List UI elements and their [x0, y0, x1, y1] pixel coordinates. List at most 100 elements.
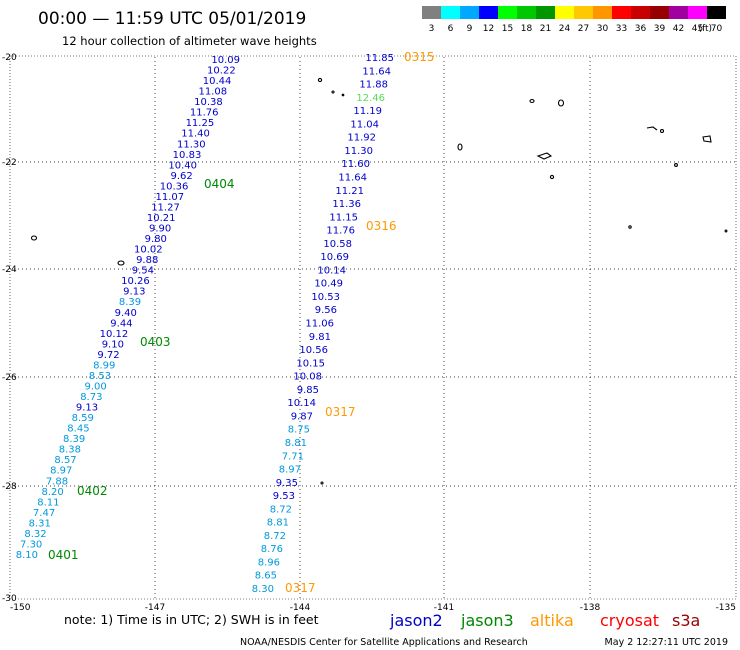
lat-label: -30	[2, 594, 17, 604]
island	[30, 235, 38, 241]
wave-height-label: 7.88	[46, 476, 68, 487]
island	[341, 93, 345, 97]
lat-label: -20	[2, 53, 17, 63]
wave-height-label: 11.04	[350, 119, 379, 130]
wave-height-label: 9.90	[149, 224, 171, 235]
wave-height-label: 8.76	[261, 544, 283, 555]
wave-height-label: 8.59	[72, 413, 94, 424]
wave-height-label: 8.38	[59, 445, 81, 456]
legend-swatch	[555, 6, 574, 19]
wave-height-label: 8.81	[285, 438, 307, 449]
lon-label: -147	[145, 603, 165, 613]
wave-height-label: 8.72	[270, 504, 292, 515]
wave-height-label: 9.53	[273, 491, 295, 502]
wave-height-label: 11.08	[198, 87, 227, 98]
wave-height-label: 8.97	[279, 465, 301, 476]
footer-note: note: 1) Time is in UTC; 2) SWH is in fe…	[64, 612, 319, 627]
legend-label: 12	[483, 24, 494, 34]
footer-timestamp: May 2 12:27:11 UTC 2019	[605, 637, 728, 648]
wave-height-label: 7.47	[33, 508, 55, 519]
legend-label: 45	[692, 24, 703, 34]
legend-swatch	[574, 6, 593, 19]
legend-label: 6	[448, 24, 454, 34]
islands	[30, 77, 728, 485]
wave-height-label: 8.39	[119, 297, 141, 308]
legend-swatch	[688, 6, 707, 19]
satellite-legend-item: jason3	[460, 611, 514, 630]
lon-label: -138	[580, 603, 601, 613]
wave-height-label: 8.97	[50, 466, 72, 477]
wave-height-label: 8.72	[264, 531, 286, 542]
legend-swatch	[498, 6, 517, 19]
island	[628, 225, 632, 229]
wave-height-label: 8.20	[42, 487, 64, 498]
wave-height-label: 10.83	[173, 150, 202, 161]
island	[702, 135, 712, 143]
wave-height-label: 11.19	[353, 106, 382, 117]
legend-label: 24	[559, 24, 571, 34]
legend-label: 36	[635, 24, 647, 34]
island	[457, 143, 463, 151]
lat-label: -26	[2, 373, 17, 383]
pass-time-label: 0403	[140, 335, 171, 349]
wave-height-label: 11.60	[341, 159, 370, 170]
lat-label: -24	[2, 265, 17, 275]
legend-swatch	[669, 6, 688, 19]
legend-swatch	[593, 6, 612, 19]
lon-label: -135	[716, 603, 736, 613]
island	[659, 128, 665, 134]
wave-height-label: 8.45	[67, 424, 89, 435]
satellite-legend-item: cryosat	[600, 611, 659, 630]
wave-height-label: 11.36	[332, 199, 361, 210]
legend-swatch	[707, 6, 726, 19]
legend-swatch	[479, 6, 498, 19]
legend-label: 18	[521, 24, 533, 34]
wave-height-label: 9.35	[276, 478, 298, 489]
wave-height-label: 10.56	[299, 345, 328, 356]
wave-height-label: 9.62	[170, 171, 192, 182]
wave-height-label: 8.81	[267, 518, 289, 529]
legend-swatch	[441, 6, 460, 19]
wave-height-label: 9.00	[85, 381, 107, 392]
wave-height-label: 10.36	[160, 181, 189, 192]
wave-height-label: 11.40	[181, 129, 210, 140]
legend-swatch	[650, 6, 669, 19]
lon-label: -141	[434, 603, 454, 613]
wave-height-label: 11.64	[338, 172, 367, 183]
legend-swatch	[612, 6, 631, 19]
wave-height-label: 10.22	[207, 66, 236, 77]
legend-label: 9	[467, 24, 473, 34]
pass-time-label: 0317	[325, 405, 356, 419]
height-color-legend: 3 6 9 12 15 18 21 24 27 30 33 36 39 42 45 70	[422, 6, 726, 34]
wave-height-label: 10.12	[100, 329, 129, 340]
island	[117, 260, 125, 266]
island	[331, 90, 335, 94]
lat-label: -28	[2, 482, 17, 492]
wave-height-label: 10.53	[311, 292, 340, 303]
wave-height-label: 11.85	[365, 53, 394, 64]
altimeter-track-west: 10.0910.2210.4411.0810.3811.7611.2511.40…	[16, 55, 240, 561]
longitude-labels: -150 -147 -144 -141 -138 -135	[10, 603, 736, 613]
wave-height-label: 10.21	[147, 213, 176, 224]
legend-swatch	[517, 6, 536, 19]
wave-height-label: 9.56	[315, 305, 337, 316]
satellite-legend-item: altika	[530, 611, 574, 630]
wave-height-label: 10.08	[293, 372, 322, 383]
island	[674, 163, 678, 167]
wave-height-label: 11.21	[335, 186, 364, 197]
footer-credit: NOAA/NESDIS Center for Satellite Applica…	[240, 637, 528, 648]
wave-height-label: 8.32	[24, 529, 46, 540]
wave-height-label: 10.44	[203, 76, 232, 87]
legend-unit: (ft)	[698, 24, 712, 34]
wave-height-label: 8.30	[252, 584, 274, 595]
island	[317, 77, 323, 83]
legend-swatch	[631, 6, 650, 19]
wave-height-label: 11.76	[190, 108, 219, 119]
legend-label: 70	[711, 24, 723, 34]
altimeter-track-east: 11.85 11.64 11.88 12.46 11.19 11.04 11.92 11.30…	[252, 53, 394, 595]
wave-height-label: 8.53	[89, 371, 111, 382]
map-subtitle: 12 hour collection of altimeter wave hei…	[62, 34, 317, 48]
legend-label: 30	[597, 24, 609, 34]
wave-height-label: 8.96	[258, 557, 280, 568]
